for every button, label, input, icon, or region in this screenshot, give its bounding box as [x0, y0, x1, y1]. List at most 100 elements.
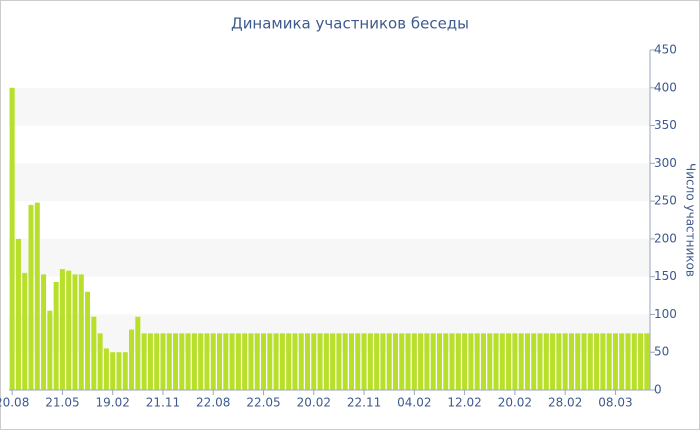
bar: [91, 316, 97, 390]
y-tick-label: 250: [654, 194, 677, 208]
bar: [493, 333, 499, 390]
bar: [273, 333, 279, 390]
x-tick-label: 21.05: [45, 396, 79, 410]
bar: [160, 333, 166, 390]
bar: [198, 333, 204, 390]
bar: [625, 333, 631, 390]
bar: [323, 333, 329, 390]
bar: [22, 272, 28, 390]
bar: [374, 333, 380, 390]
bar: [424, 333, 430, 390]
x-tick-label: 22.05: [246, 396, 280, 410]
bar: [600, 333, 606, 390]
bar: [254, 333, 260, 390]
bar: [110, 352, 116, 390]
bar: [204, 333, 210, 390]
y-tick-label: 300: [654, 156, 677, 170]
x-tick-label: 20.02: [498, 396, 532, 410]
bar: [468, 333, 474, 390]
bar: [267, 333, 273, 390]
bar: [612, 333, 618, 390]
bar: [480, 333, 486, 390]
bar: [524, 333, 530, 390]
bar: [72, 274, 78, 390]
x-tick-label: 08.03: [598, 396, 632, 410]
bar: [185, 333, 191, 390]
bar: [292, 333, 298, 390]
bar: [506, 333, 512, 390]
bar: [430, 333, 436, 390]
bar: [550, 333, 556, 390]
bar: [317, 333, 323, 390]
bar: [581, 333, 587, 390]
bar: [298, 333, 304, 390]
bar: [418, 333, 424, 390]
bar: [631, 333, 637, 390]
bar: [28, 204, 34, 390]
bar: [173, 333, 179, 390]
bar: [210, 333, 216, 390]
bar: [85, 291, 91, 390]
bar: [436, 333, 442, 390]
y-tick-label: 100: [654, 307, 677, 321]
bar: [568, 333, 574, 390]
bar: [34, 202, 40, 390]
bar: [405, 333, 411, 390]
bar: [537, 333, 543, 390]
bar: [487, 333, 493, 390]
bar: [531, 333, 537, 390]
y-tick-label: 400: [654, 80, 677, 94]
bar: [562, 333, 568, 390]
bar: [248, 333, 254, 390]
bar: [141, 333, 147, 390]
bar: [97, 333, 103, 390]
bar: [644, 333, 650, 390]
bar: [47, 310, 53, 390]
bar: [166, 333, 172, 390]
bar: [15, 238, 21, 390]
bar: [399, 333, 405, 390]
bar: [380, 333, 386, 390]
bar: [348, 333, 355, 390]
bar: [518, 333, 524, 390]
bar: [235, 333, 241, 390]
grid-band: [9, 314, 650, 353]
bar: [223, 333, 229, 390]
bar: [53, 281, 59, 390]
bar: [392, 333, 398, 390]
bar: [116, 352, 122, 390]
bar: [355, 333, 361, 390]
bar: [386, 333, 392, 390]
y-tick-label: 150: [654, 269, 677, 283]
bar: [147, 333, 153, 390]
y-axis-label: Число участников: [684, 163, 698, 277]
x-tick-label: 12.02: [447, 396, 481, 410]
bar: [286, 333, 292, 390]
bar: [78, 274, 84, 390]
y-tick-label: 350: [654, 118, 677, 132]
bar: [619, 333, 625, 390]
bar: [342, 333, 348, 390]
bar: [512, 333, 518, 390]
bar: [455, 333, 461, 390]
bar: [154, 333, 160, 390]
chart-title: Динамика участников беседы: [231, 15, 469, 33]
bar: [229, 333, 235, 390]
grid-band: [9, 163, 650, 202]
bar: [103, 348, 109, 390]
bar: [122, 352, 128, 390]
bar: [179, 333, 185, 390]
bar: [304, 333, 311, 390]
x-tick-label: 20.08: [0, 396, 29, 410]
x-tick-label: 19.02: [96, 396, 130, 410]
bar: [279, 333, 285, 390]
bar: [587, 333, 593, 390]
bar: [556, 333, 562, 390]
bar: [606, 333, 612, 390]
bar: [575, 333, 581, 390]
bar: [41, 274, 47, 390]
y-tick-label: 200: [654, 231, 677, 245]
y-tick-label: 450: [654, 43, 677, 57]
bar: [217, 333, 223, 390]
